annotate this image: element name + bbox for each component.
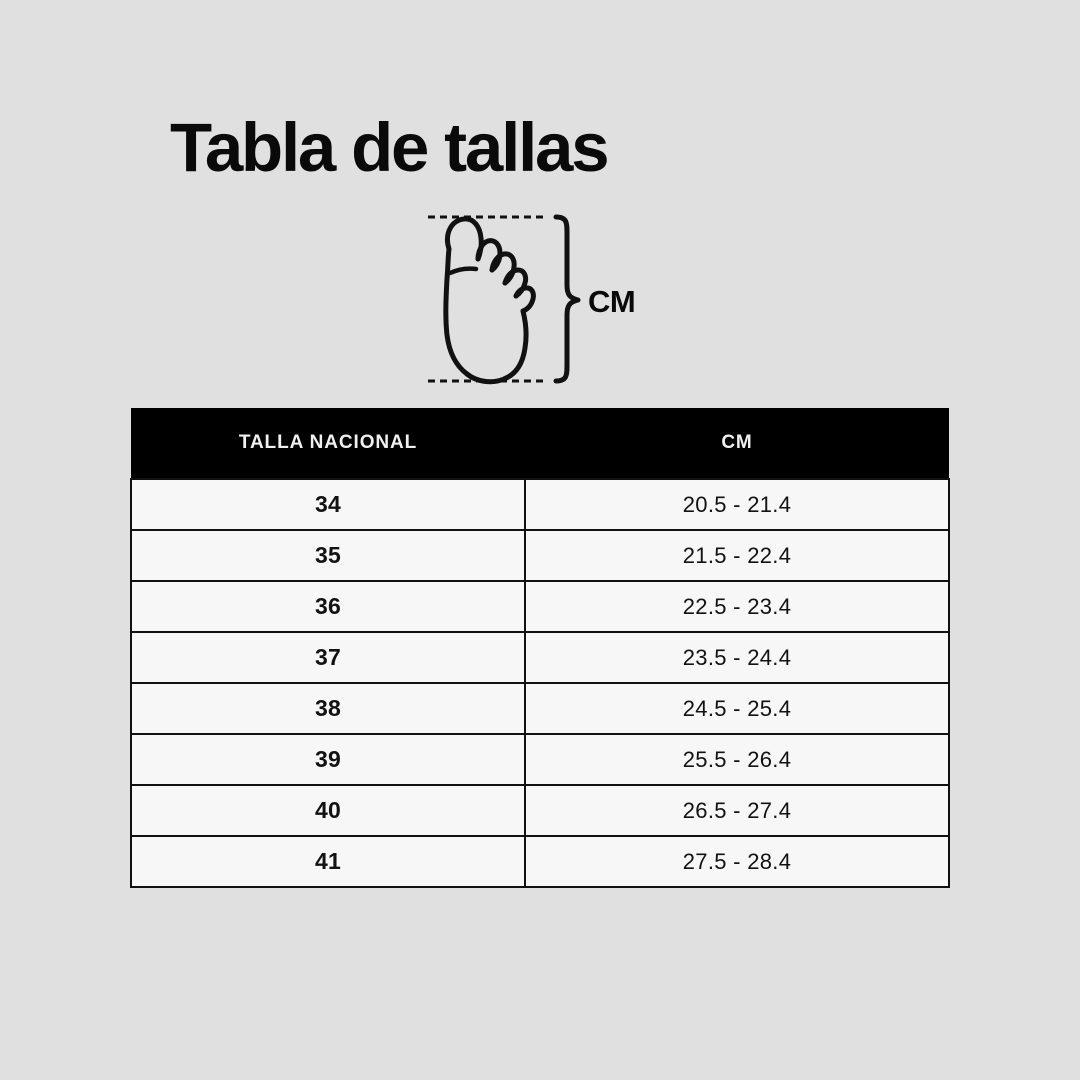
cell-talla-nacional: 40	[130, 784, 526, 837]
table-row: 41 27.5 - 28.4	[130, 835, 950, 888]
column-header-talla-nacional: TALLA NACIONAL	[131, 408, 525, 479]
cell-talla-nacional: 34	[130, 478, 526, 531]
cell-talla-nacional: 36	[130, 580, 526, 633]
table-row: 38 24.5 - 25.4	[130, 682, 950, 735]
cell-talla-nacional: 35	[130, 529, 526, 582]
table-body: 34 20.5 - 21.4 35 21.5 - 22.4 36 22.5 - 23.4 3…	[130, 478, 950, 888]
cell-cm-range: 24.5 - 25.4	[524, 682, 950, 735]
cell-talla-nacional: 38	[130, 682, 526, 735]
cell-cm-range: 20.5 - 21.4	[524, 478, 950, 531]
cell-talla-nacional: 39	[130, 733, 526, 786]
table-header-row: TALLA NACIONAL CM	[131, 408, 949, 479]
curly-brace-icon	[553, 214, 581, 384]
table-row: 34 20.5 - 21.4	[130, 478, 950, 531]
cell-cm-range: 25.5 - 26.4	[524, 733, 950, 786]
table-row: 40 26.5 - 27.4	[130, 784, 950, 837]
table-header: TALLA NACIONAL CM	[131, 408, 949, 479]
foot-sole-outline-icon	[428, 215, 544, 385]
table-row: 36 22.5 - 23.4	[130, 580, 950, 633]
cell-cm-range: 23.5 - 24.4	[524, 631, 950, 684]
table-row: 35 21.5 - 22.4	[130, 529, 950, 582]
measure-unit-label: CM	[588, 284, 636, 319]
cell-talla-nacional: 41	[130, 835, 526, 888]
table-row: 39 25.5 - 26.4	[130, 733, 950, 786]
table-row: 37 23.5 - 24.4	[130, 631, 950, 684]
cell-cm-range: 27.5 - 28.4	[524, 835, 950, 888]
cell-cm-range: 22.5 - 23.4	[524, 580, 950, 633]
column-header-cm: CM	[525, 408, 949, 479]
cell-talla-nacional: 37	[130, 631, 526, 684]
size-chart-table: TALLA NACIONAL CM 34 20.5 - 21.4 35 21.5 - …	[130, 408, 950, 888]
cell-cm-range: 26.5 - 27.4	[524, 784, 950, 837]
page-title: Tabla de tallas	[170, 109, 610, 186]
foot-measure-diagram: CM	[410, 200, 680, 400]
cell-cm-range: 21.5 - 22.4	[524, 529, 950, 582]
